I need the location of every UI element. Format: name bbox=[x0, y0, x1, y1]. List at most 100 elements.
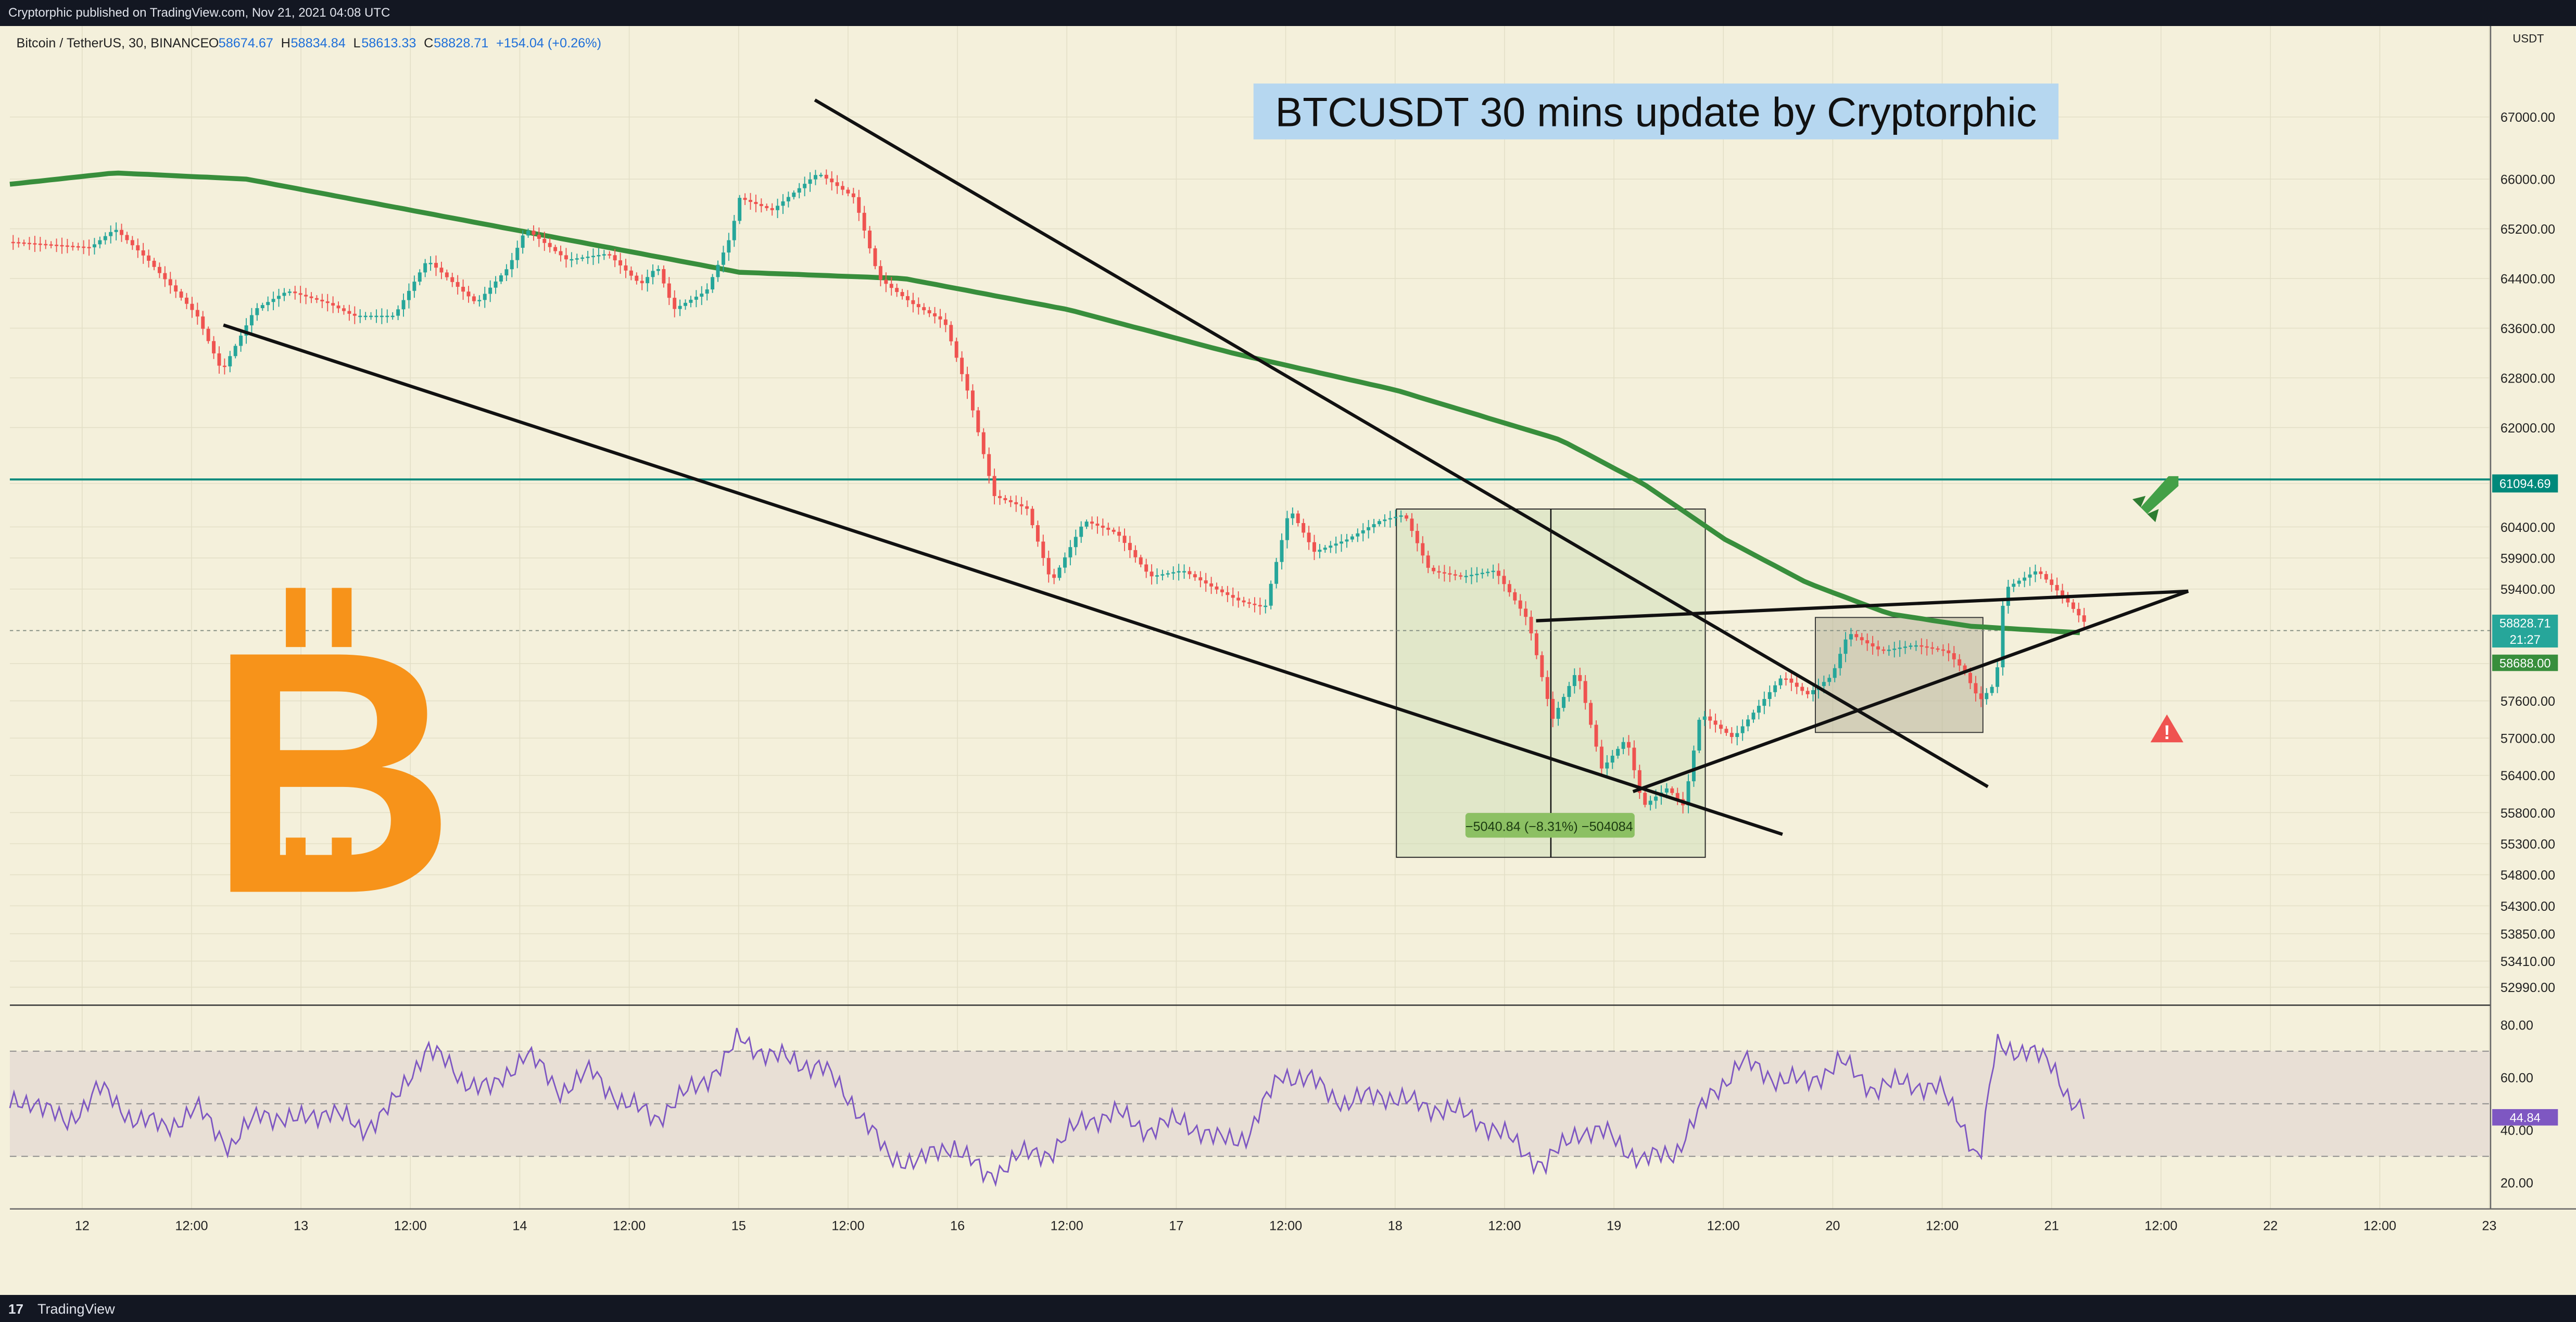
candle-body bbox=[401, 300, 406, 310]
candle-body bbox=[1637, 770, 1641, 793]
ohlc-values: O 58674.67 H 58834.84 L 58613.33 C 58828… bbox=[209, 36, 601, 50]
candle-body bbox=[862, 212, 866, 231]
candle-body bbox=[2055, 584, 2059, 591]
candle-body bbox=[1068, 547, 1072, 557]
candle-body bbox=[916, 304, 920, 308]
candle-body bbox=[1936, 648, 1940, 650]
candle-body bbox=[163, 273, 167, 279]
candle-body bbox=[938, 316, 942, 320]
candle-body bbox=[1236, 598, 1241, 601]
high-value: 58834.84 bbox=[291, 36, 346, 50]
candle-body bbox=[1534, 633, 1538, 655]
candle-body bbox=[1101, 526, 1105, 528]
price-tick-label: 57000.00 bbox=[2501, 732, 2555, 746]
candle-body bbox=[1274, 562, 1279, 584]
candle-body bbox=[1860, 637, 1864, 641]
descending-trendline[interactable] bbox=[814, 98, 1989, 789]
candle-body bbox=[201, 316, 205, 329]
candle-body bbox=[824, 174, 828, 179]
candle-body bbox=[927, 310, 931, 313]
candle-body bbox=[1057, 567, 1062, 578]
candle-body bbox=[1079, 526, 1083, 537]
time-tick-label: 19 bbox=[1607, 1219, 1621, 1234]
candle-body bbox=[889, 284, 893, 288]
candle-body bbox=[1415, 531, 1419, 543]
footer-brand: TradingView bbox=[37, 1301, 115, 1317]
candle-body bbox=[873, 248, 877, 266]
candle-body bbox=[1296, 513, 1300, 523]
candle-body bbox=[1865, 640, 1870, 644]
candle-body bbox=[1502, 576, 1506, 584]
candle-body bbox=[721, 252, 725, 265]
candle-body bbox=[1453, 574, 1457, 576]
candle-body bbox=[1925, 646, 1929, 648]
candle-body bbox=[217, 353, 221, 366]
candle-body bbox=[157, 266, 161, 273]
rocket-icon bbox=[2132, 476, 2179, 523]
wedge-resistance-trendline[interactable] bbox=[1536, 589, 2189, 622]
bitcoin-logo-tick-top-right bbox=[332, 588, 352, 647]
candle-body bbox=[1388, 518, 1392, 520]
candle-body bbox=[646, 277, 650, 284]
candle-body bbox=[2012, 583, 2016, 587]
candle-body bbox=[2077, 608, 2081, 616]
candle-body bbox=[1367, 527, 1371, 530]
candle-body bbox=[738, 198, 742, 221]
candle-body bbox=[260, 305, 264, 309]
candle-body bbox=[1372, 524, 1376, 527]
candle-body bbox=[1675, 793, 1680, 799]
candle-body bbox=[320, 299, 324, 302]
candle-body bbox=[1708, 716, 1712, 721]
candle-body bbox=[1583, 681, 1587, 703]
candle-body bbox=[1046, 558, 1051, 575]
candle-body bbox=[651, 271, 655, 277]
candle-body bbox=[684, 302, 687, 306]
price-tick-label: 59400.00 bbox=[2501, 582, 2555, 597]
candle-body bbox=[266, 302, 270, 306]
candle-body bbox=[1329, 545, 1333, 548]
candle-body bbox=[1578, 675, 1582, 681]
candle-body bbox=[477, 300, 482, 301]
candle-body bbox=[656, 269, 660, 271]
candle-body bbox=[418, 272, 422, 282]
candle-body bbox=[1350, 536, 1354, 540]
candle-body bbox=[1112, 529, 1116, 532]
candle-body bbox=[1318, 550, 1322, 552]
candle-body bbox=[1664, 788, 1669, 793]
ascending-support-trendline[interactable] bbox=[1632, 589, 2189, 793]
price-tick-label: 63600.00 bbox=[2501, 322, 2555, 336]
candle-body bbox=[17, 242, 21, 244]
candle-body bbox=[287, 291, 292, 293]
candle-body bbox=[1437, 571, 1441, 573]
candle-body bbox=[1670, 788, 1674, 793]
candle-body bbox=[1377, 521, 1381, 525]
candle-body bbox=[49, 244, 53, 246]
candle-body bbox=[1556, 708, 1560, 719]
candle-body bbox=[1345, 539, 1349, 542]
candle-body bbox=[1871, 643, 1875, 646]
candle-body bbox=[249, 315, 254, 326]
candle-body bbox=[1269, 583, 1273, 606]
candle-body bbox=[228, 356, 232, 366]
lower-channel-trendline[interactable] bbox=[223, 323, 1783, 836]
rsi-tick-label: 40.00 bbox=[2501, 1124, 2533, 1138]
candle-body bbox=[949, 325, 953, 341]
candle-body bbox=[694, 297, 698, 300]
candle-body bbox=[776, 206, 780, 210]
candle-body bbox=[1914, 645, 1918, 647]
candle-body bbox=[1247, 602, 1251, 604]
candle-body bbox=[390, 315, 395, 317]
candle-body bbox=[1898, 647, 1902, 649]
candle-body bbox=[1735, 733, 1739, 737]
candle-body bbox=[1432, 567, 1436, 571]
svg-text:O: O bbox=[209, 36, 219, 50]
candle-body bbox=[1052, 574, 1056, 578]
time-tick-label: 12:00 bbox=[175, 1219, 208, 1234]
candle-body bbox=[1090, 522, 1094, 524]
candle-body bbox=[87, 247, 91, 249]
tradingview-logo-icon: 17 bbox=[8, 1301, 23, 1317]
chart-canvas[interactable]: BTCUSDT 30 mins update by Cryptorphic −5… bbox=[0, 26, 2576, 1296]
candle-body bbox=[526, 231, 531, 236]
candle-body bbox=[98, 240, 102, 245]
candle-body bbox=[1264, 605, 1268, 607]
